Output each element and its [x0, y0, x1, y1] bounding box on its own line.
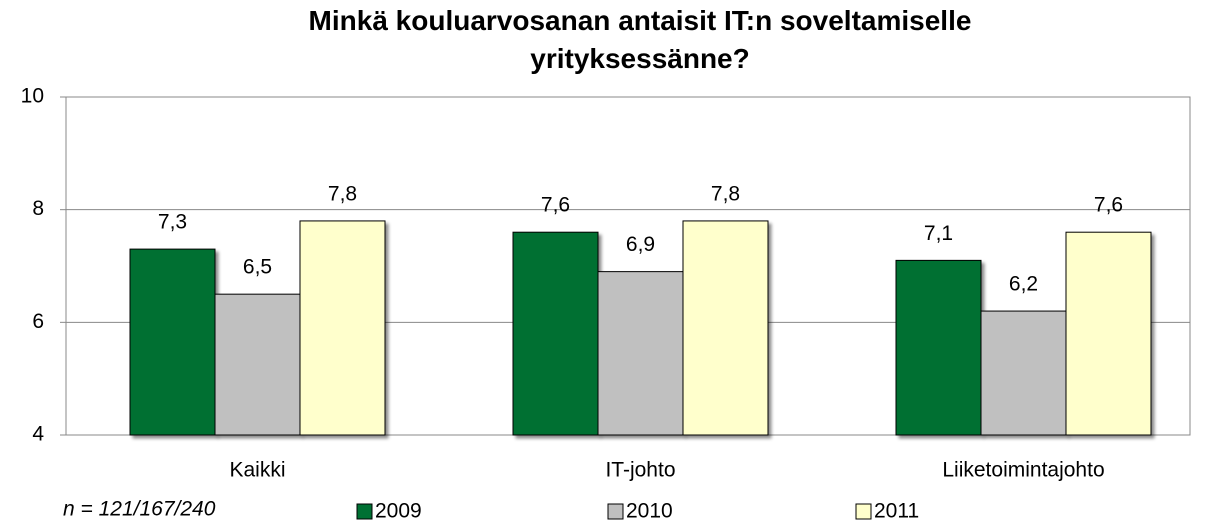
- bar: [597, 271, 684, 436]
- bar: [299, 220, 386, 436]
- x-tick-label: Liiketoimintajohto: [942, 459, 1104, 482]
- value-label: 7,8: [711, 182, 740, 205]
- bar: [1065, 231, 1152, 436]
- legend-label: 2009: [375, 500, 422, 523]
- chart-title: Minkä kouluarvosanan antaisit IT:n sovel…: [308, 5, 972, 74]
- bar: [980, 310, 1067, 436]
- y-tick-label: 4: [32, 423, 44, 446]
- bar: [682, 220, 769, 436]
- value-label: 6,5: [243, 256, 272, 279]
- value-label: 7,6: [541, 194, 570, 217]
- legend-swatch: [356, 503, 373, 520]
- bar: [129, 248, 216, 436]
- value-label: 7,8: [328, 182, 357, 205]
- legend-label: 2010: [626, 500, 673, 523]
- y-tick-label: 6: [32, 310, 44, 333]
- value-label: 6,2: [1009, 273, 1038, 296]
- value-label: 7,1: [924, 222, 953, 245]
- value-label: 7,3: [158, 211, 187, 234]
- bar: [214, 293, 301, 436]
- y-tick-label: 10: [21, 85, 44, 108]
- bar: [895, 259, 982, 436]
- bar: [512, 231, 599, 436]
- value-label: 6,9: [626, 233, 655, 256]
- x-tick-label: Kaikki: [229, 459, 285, 482]
- legend-swatch: [855, 503, 872, 520]
- legend-label: 2011: [874, 500, 919, 523]
- legend-swatch: [607, 503, 624, 520]
- value-label: 7,6: [1094, 194, 1123, 217]
- x-tick-label: IT-johto: [605, 459, 675, 482]
- y-tick-label: 8: [32, 197, 44, 220]
- annotation: n = 121/167/240: [63, 498, 216, 521]
